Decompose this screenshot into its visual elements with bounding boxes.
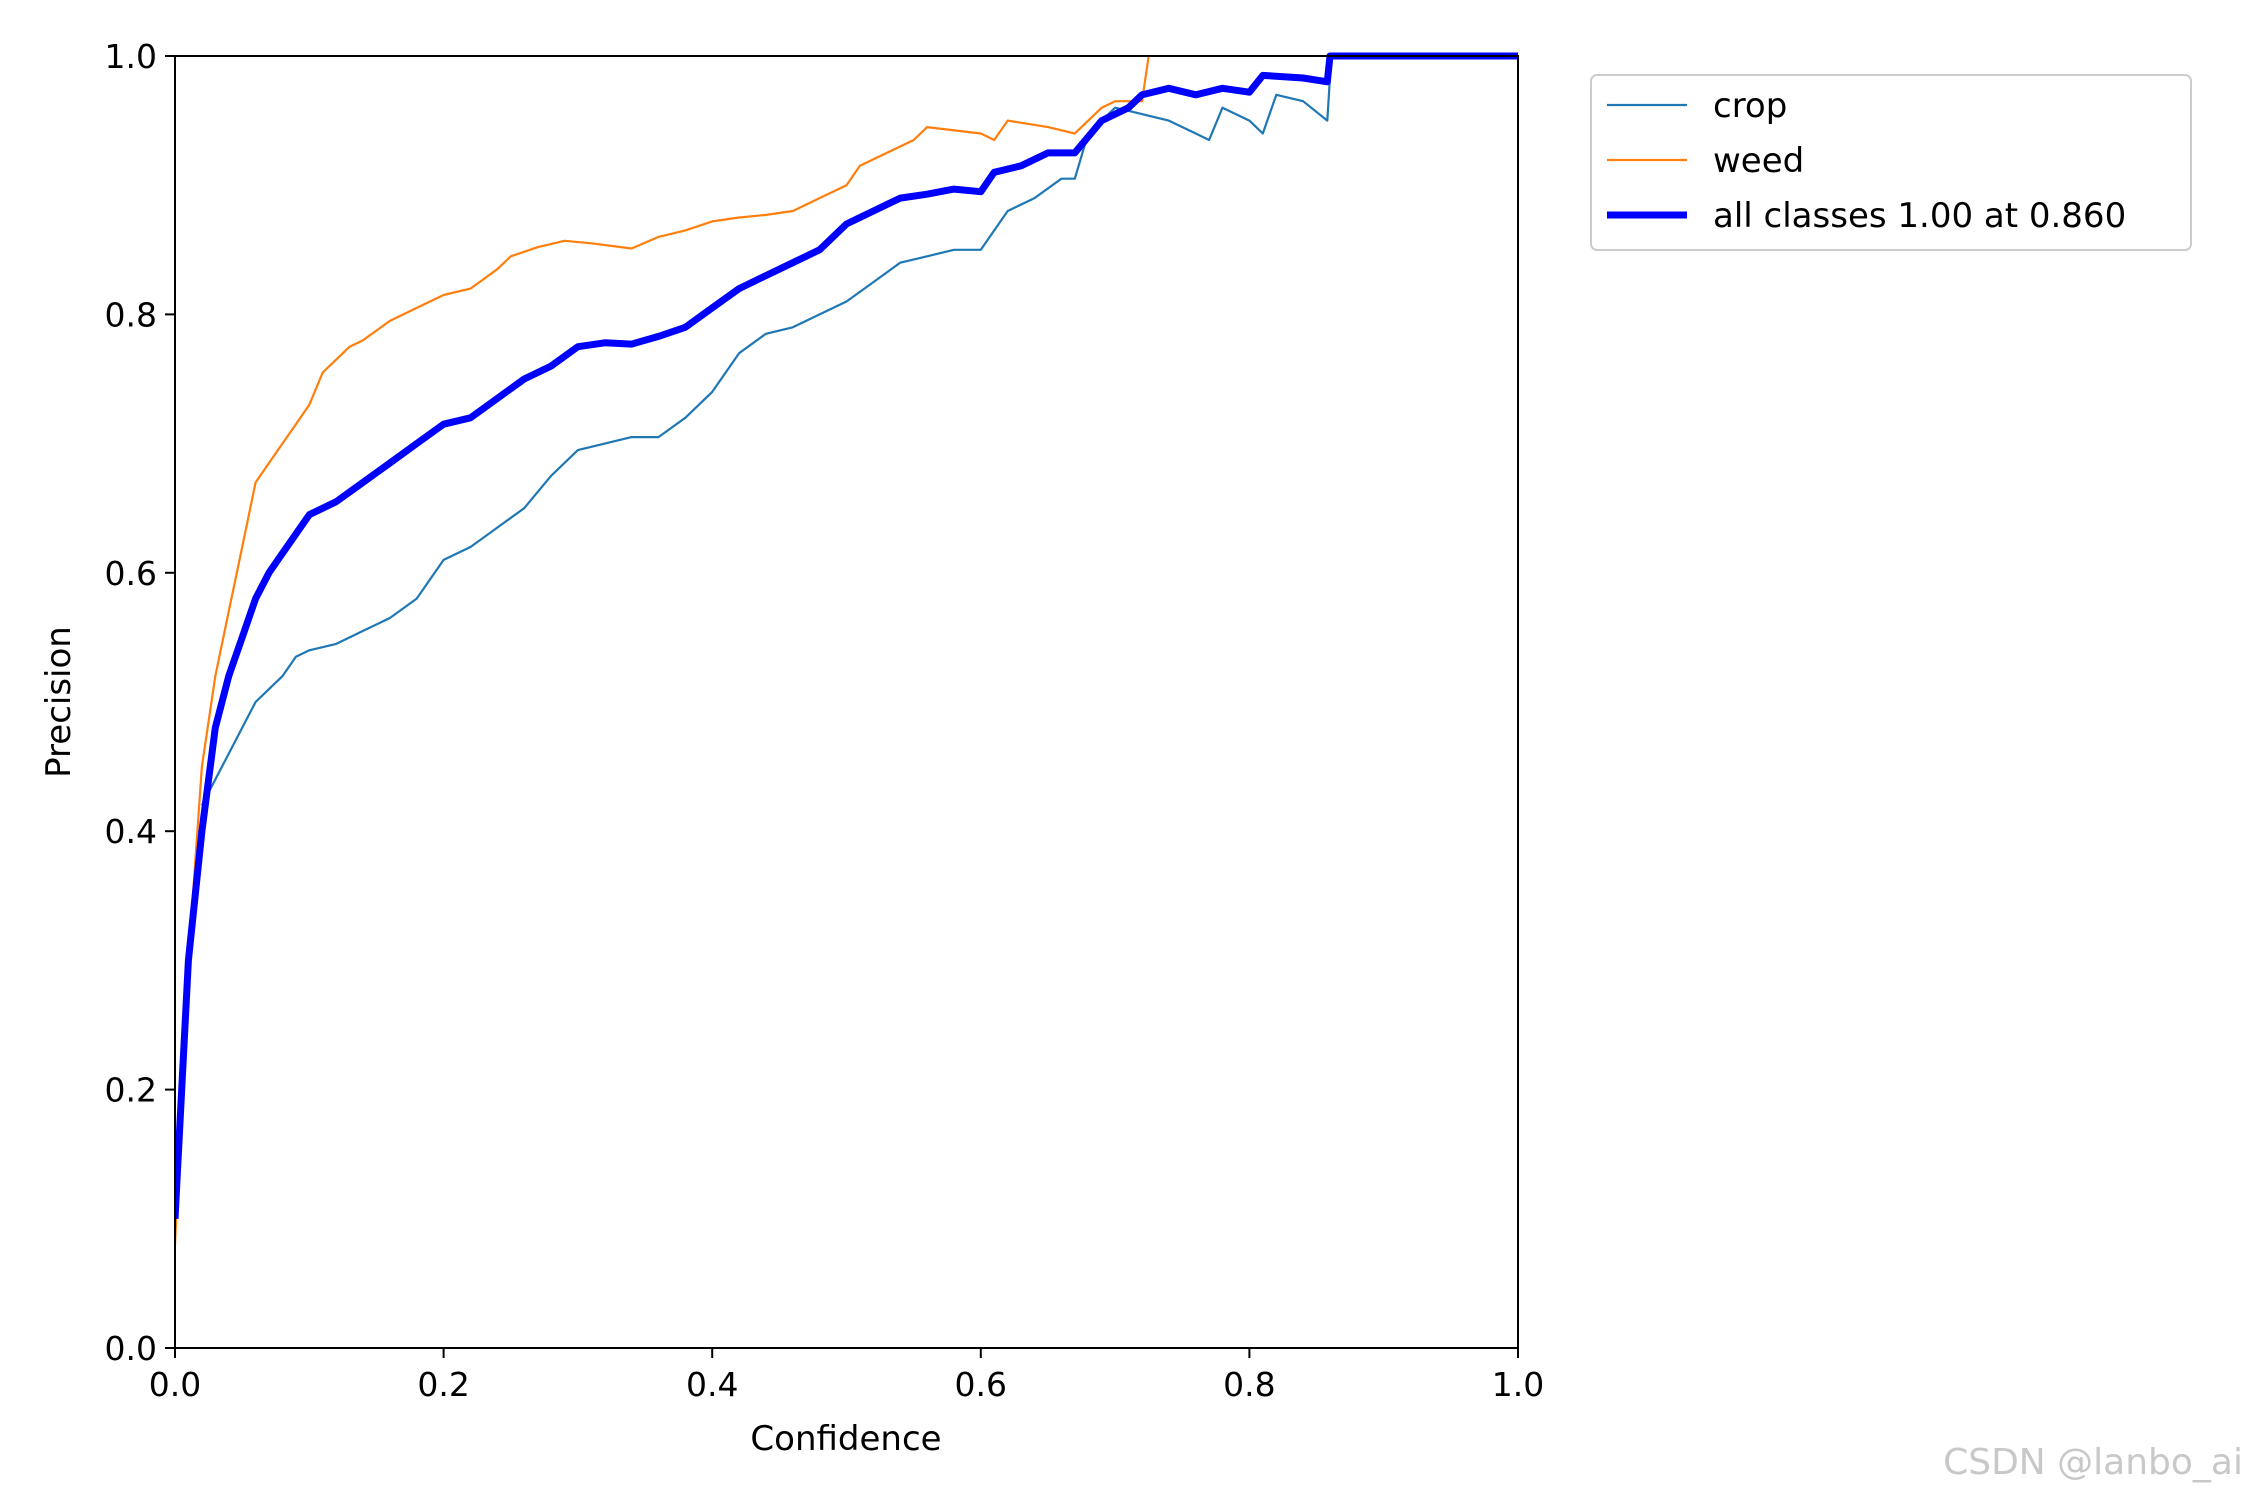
- legend: crop weed all classes 1.00 at 0.860: [1590, 74, 2192, 251]
- series-line-crop: [200, 54, 1518, 806]
- x-tick-label: 0.6: [955, 1365, 1007, 1404]
- x-tick-label: 1.0: [1492, 1365, 1544, 1404]
- series-line-weed: [175, 55, 1150, 1245]
- x-tick-label: 0.0: [149, 1365, 201, 1404]
- y-tick-label: 1.0: [105, 37, 157, 76]
- legend-label: crop: [1713, 86, 1787, 126]
- legend-label: weed: [1713, 141, 1804, 181]
- legend-label: all classes 1.00 at 0.860: [1713, 196, 2126, 236]
- x-tick-label: 0.8: [1223, 1365, 1275, 1404]
- x-axis-label: Confidence: [750, 1419, 941, 1459]
- x-tick-label: 0.4: [686, 1365, 738, 1404]
- y-tick-label: 0.2: [105, 1071, 157, 1110]
- y-tick-label: 0.6: [105, 554, 157, 593]
- watermark: CSDN @lanbo_ai: [1943, 1442, 2243, 1483]
- y-axis-label: Precision: [39, 626, 79, 778]
- y-tick-label: 0.4: [105, 812, 157, 851]
- plot-frame: [174, 55, 1519, 1349]
- x-tick-label: 0.2: [417, 1365, 469, 1404]
- y-tick-label: 0.0: [105, 1329, 157, 1368]
- series-line-all: [175, 52, 1518, 1219]
- y-tick-label: 0.8: [105, 295, 157, 334]
